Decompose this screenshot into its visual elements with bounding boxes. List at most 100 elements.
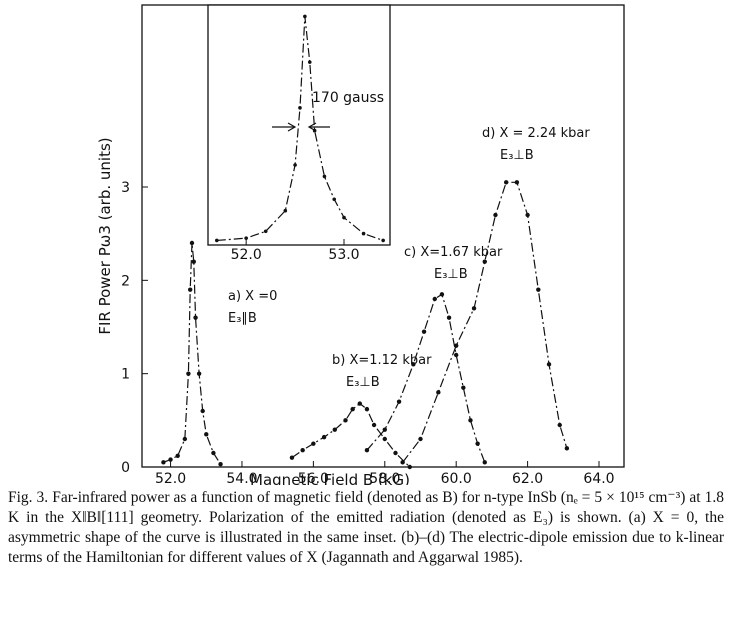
data-line bbox=[216, 16, 384, 242]
data-line bbox=[163, 242, 222, 465]
data-point bbox=[407, 464, 412, 470]
data-point bbox=[418, 436, 423, 442]
data-point bbox=[439, 292, 445, 297]
series-label: b) X=1.12 kbar bbox=[332, 353, 432, 368]
data-point bbox=[421, 329, 427, 334]
data-point bbox=[503, 180, 509, 185]
x-tick-label: 52.0 bbox=[155, 471, 186, 485]
data-point bbox=[396, 399, 402, 404]
x-tick-label: 58.0 bbox=[369, 471, 400, 485]
data-point bbox=[161, 460, 166, 465]
data-point bbox=[382, 427, 387, 432]
data-point bbox=[357, 401, 362, 406]
data-point bbox=[482, 259, 487, 264]
data-point bbox=[514, 180, 520, 185]
polarization-label: E₃⊥B bbox=[500, 148, 534, 163]
data-point bbox=[343, 418, 348, 423]
data-point bbox=[493, 212, 498, 218]
y-axis-label: FIR Power Pω3 (arb. units) bbox=[96, 137, 114, 334]
data-point bbox=[303, 14, 307, 19]
data-line bbox=[402, 181, 568, 463]
data-point bbox=[371, 422, 377, 428]
data-point bbox=[182, 436, 188, 442]
data-point bbox=[557, 422, 562, 428]
data-point bbox=[293, 163, 297, 167]
x-tick-label: 60.0 bbox=[441, 471, 472, 485]
data-point bbox=[200, 408, 205, 414]
polarization-label: E₃∥B bbox=[228, 311, 257, 326]
polarization-label: E₃⊥B bbox=[346, 375, 380, 390]
data-point bbox=[175, 453, 180, 458]
data-point bbox=[525, 212, 530, 218]
series-label: a) X =0 bbox=[228, 289, 277, 304]
y-tick-label: 1 bbox=[121, 367, 130, 383]
data-point bbox=[381, 238, 385, 243]
series-label: d) X = 2.24 kbar bbox=[482, 126, 590, 141]
data-point bbox=[361, 231, 366, 236]
inset-annotation: 170 gauss bbox=[312, 90, 384, 106]
data-point bbox=[189, 240, 195, 246]
figure: Magnetic Field B (kG) FIR Power Pω3 (arb… bbox=[96, 4, 625, 485]
caption: Fig. 3. Far-infrared power as a function… bbox=[8, 489, 724, 566]
data-point bbox=[400, 460, 405, 465]
data-point bbox=[536, 287, 541, 292]
x-tick-label: 62.0 bbox=[512, 471, 543, 485]
data-point bbox=[312, 128, 317, 133]
arrow-head bbox=[287, 122, 297, 132]
data-point bbox=[188, 287, 193, 292]
data-point bbox=[471, 306, 477, 311]
data-point bbox=[350, 406, 355, 412]
data-point bbox=[211, 450, 216, 456]
data-point bbox=[332, 197, 337, 202]
data-point bbox=[564, 446, 570, 451]
data-point bbox=[300, 448, 305, 453]
data-point bbox=[244, 236, 248, 240]
data-point bbox=[215, 238, 219, 243]
series-label: c) X=1.67 kbar bbox=[404, 245, 503, 260]
x-tick-label: 64.0 bbox=[583, 471, 614, 485]
data-point bbox=[453, 343, 459, 348]
data-point bbox=[475, 441, 480, 446]
data-point bbox=[364, 406, 370, 412]
data-point bbox=[364, 448, 370, 453]
data-point bbox=[193, 315, 198, 320]
data-point bbox=[307, 60, 312, 64]
data-point bbox=[446, 315, 452, 320]
data-point bbox=[283, 208, 288, 213]
data-point bbox=[411, 362, 416, 367]
x-axis-label: Magnetic Field B (kG) bbox=[250, 471, 410, 485]
data-point bbox=[168, 457, 173, 462]
data-point bbox=[332, 427, 337, 432]
data-point bbox=[218, 462, 223, 467]
x-tick-label: 54.0 bbox=[226, 471, 257, 485]
data-point bbox=[298, 106, 302, 110]
data-point bbox=[482, 460, 487, 465]
inset-frame bbox=[207, 4, 391, 246]
data-point bbox=[468, 418, 473, 423]
x-tick-label: 53.0 bbox=[328, 247, 359, 263]
data-point bbox=[289, 455, 295, 460]
data-point bbox=[546, 362, 552, 367]
data-point bbox=[196, 371, 202, 376]
data-point bbox=[432, 296, 437, 302]
y-tick-label: 0 bbox=[121, 460, 130, 476]
data-point bbox=[321, 434, 327, 440]
data-line bbox=[291, 402, 411, 468]
x-tick-label: 56.0 bbox=[298, 471, 329, 485]
data-point bbox=[461, 385, 466, 390]
data-point bbox=[453, 352, 459, 358]
data-point bbox=[436, 390, 441, 395]
x-tick-label: 52.0 bbox=[231, 247, 262, 263]
data-point bbox=[191, 259, 196, 264]
data-point bbox=[263, 229, 268, 234]
data-point bbox=[342, 215, 346, 220]
data-point bbox=[393, 450, 398, 456]
y-tick-label: 3 bbox=[121, 180, 130, 196]
data-point bbox=[382, 436, 387, 442]
y-tick-label: 2 bbox=[121, 273, 130, 289]
data-point bbox=[204, 432, 209, 437]
data-point bbox=[186, 371, 191, 376]
data-point bbox=[311, 441, 316, 446]
polarization-label: E₃⊥B bbox=[434, 267, 468, 282]
